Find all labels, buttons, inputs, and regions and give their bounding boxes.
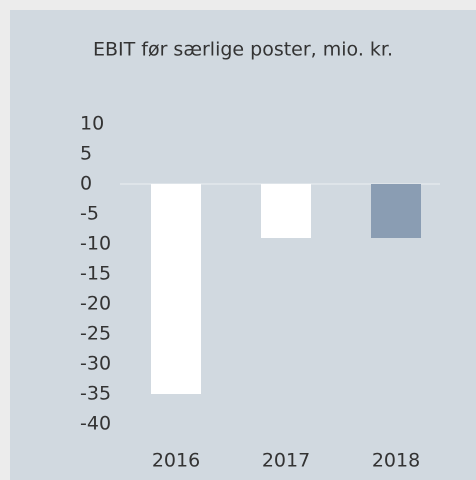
y-tick-label: -5 [80,203,99,225]
x-tick-label: 2018 [372,450,420,472]
chart-title: EBIT før særlige poster, mio. kr. [93,39,393,61]
bar [371,184,421,238]
x-tick-label: 2016 [152,450,200,472]
y-tick-label: -15 [80,263,111,285]
y-tick-label: -10 [80,233,111,255]
y-tick-label: 5 [80,143,92,165]
x-tick-label: 2017 [262,450,310,472]
y-tick-label: 10 [80,113,104,135]
y-tick-label: -20 [80,293,111,315]
y-tick-label: 0 [80,173,92,195]
bar [261,184,311,238]
y-tick-label: -40 [80,413,111,435]
panel [10,10,476,480]
bar [151,184,201,394]
y-tick-label: -30 [80,353,111,375]
y-tick-label: -35 [80,383,111,405]
y-tick-label: -25 [80,323,111,345]
